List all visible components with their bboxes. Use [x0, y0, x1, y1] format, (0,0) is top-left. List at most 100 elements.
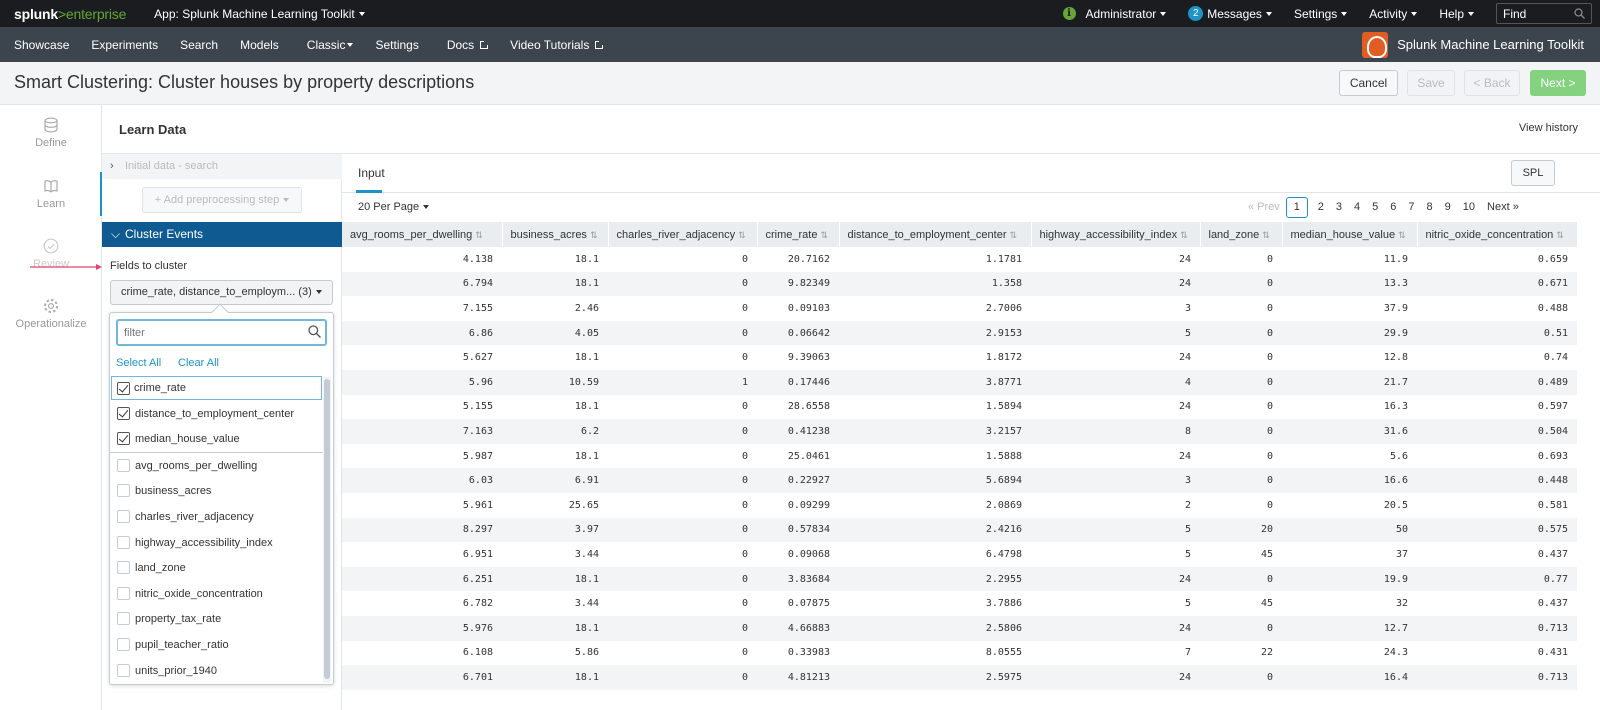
- field-option[interactable]: charles_river_adjacency: [112, 505, 322, 529]
- table-cell: 0: [741, 401, 748, 413]
- checkbox-unchecked[interactable]: [117, 535, 130, 549]
- prev-page-button[interactable]: « Prev: [1248, 201, 1280, 213]
- initial-data-search-row[interactable]: › Initial data - search: [102, 154, 342, 179]
- sort-icon: ⇅: [1398, 229, 1406, 240]
- checkbox-checked[interactable]: [117, 406, 130, 420]
- fields-to-cluster-select[interactable]: crime_rate, distance_to_employm... (3): [110, 280, 333, 305]
- page-button[interactable]: 8: [1426, 201, 1433, 213]
- field-option[interactable]: nitric_oxide_concentration: [112, 582, 322, 606]
- table-row: 6.951 3.44 0 0.09068 6.4798 5 45 37 0.437: [342, 542, 1577, 567]
- column-header[interactable]: distance_to_employment_center ⇅: [839, 222, 1032, 247]
- page-button[interactable]: 3: [1335, 201, 1343, 213]
- table-cell: 0: [741, 302, 748, 314]
- admin-menu[interactable]: i Administrator: [1062, 7, 1167, 21]
- options-scrollbar[interactable]: [323, 377, 331, 683]
- nav-settings[interactable]: Settings: [375, 37, 419, 52]
- field-option[interactable]: crime_rate: [111, 376, 322, 400]
- column-header[interactable]: avg_rooms_per_dwelling ⇅: [342, 222, 503, 247]
- table-cell: 0.17446: [757, 369, 839, 395]
- table-cell: 0.57834: [757, 517, 839, 543]
- app-nav-bar: Showcase Experiments Search Models Class…: [0, 27, 1600, 62]
- nav-docs[interactable]: Docs: [447, 38, 490, 52]
- table-row: 6.108 5.86 0 0.33983 8.0555 7 22 24.3 0.431: [342, 641, 1577, 666]
- field-option[interactable]: distance_to_employment_center: [112, 402, 322, 426]
- step-define[interactable]: Define: [0, 117, 102, 149]
- field-option[interactable]: property_tax_rate: [112, 607, 322, 631]
- page-button[interactable]: 7: [1408, 201, 1415, 213]
- messages-menu[interactable]: 2 Messages: [1188, 6, 1272, 21]
- field-option[interactable]: avg_rooms_per_dwelling: [112, 454, 322, 478]
- tab-input[interactable]: Input: [358, 166, 385, 180]
- page-button[interactable]: 5: [1372, 201, 1379, 213]
- step-operationalize[interactable]: Operationalize: [0, 298, 102, 330]
- nav-video-tutorials[interactable]: Video Tutorials: [510, 38, 605, 52]
- nav-models[interactable]: Models: [240, 37, 279, 52]
- field-option[interactable]: highway_accessibility_index: [112, 531, 322, 555]
- field-option[interactable]: median_house_value: [112, 427, 322, 451]
- nav-showcase[interactable]: Showcase: [14, 37, 70, 52]
- table-row: 5.976 18.1 0 4.66883 2.5806 24 0 12.7 0.713: [342, 615, 1577, 641]
- clear-all-link[interactable]: Clear All: [178, 357, 219, 369]
- back-button[interactable]: < Back: [1464, 70, 1520, 96]
- column-header[interactable]: nitric_oxide_concentration ⇅: [1417, 222, 1578, 247]
- column-header[interactable]: median_house_value ⇅: [1282, 222, 1418, 247]
- data-panel: Input SPL 20 Per Page « Prev 1 2 3 4 5 6 7 8 9 10…: [342, 154, 1600, 710]
- help-menu[interactable]: Help: [1439, 7, 1474, 21]
- field-option[interactable]: business_acres: [112, 479, 322, 503]
- table-cell: 2.5806: [839, 615, 1031, 641]
- page-button[interactable]: 9: [1444, 201, 1451, 213]
- filter-input[interactable]: [116, 319, 327, 346]
- nav-search[interactable]: Search: [180, 37, 219, 52]
- table-cell: 45: [1260, 548, 1273, 560]
- checkbox-unchecked[interactable]: [117, 663, 130, 677]
- next-page-button[interactable]: Next »: [1487, 201, 1519, 213]
- scrollbar-thumb[interactable]: [324, 379, 330, 679]
- column-header[interactable]: highway_accessibility_index ⇅: [1031, 222, 1201, 247]
- page-button[interactable]: 1: [1285, 197, 1308, 218]
- nav-experiments[interactable]: Experiments: [91, 37, 159, 52]
- chevron-down-icon: [347, 42, 354, 47]
- cluster-events-header[interactable]: ⌵ Cluster Events: [102, 222, 342, 247]
- table-cell: 5.155: [462, 401, 493, 413]
- checkbox-unchecked[interactable]: [117, 484, 130, 498]
- splunk-logo[interactable]: splunk>enterprise: [14, 5, 127, 22]
- learn-data-header: Learn Data View history: [102, 105, 1600, 154]
- column-header[interactable]: business_acres ⇅: [502, 222, 609, 247]
- app-menu[interactable]: App: Splunk Machine Learning Toolkit: [154, 7, 365, 21]
- field-option[interactable]: units_prior_1940: [112, 659, 322, 683]
- field-option[interactable]: land_zone: [112, 556, 322, 580]
- select-all-link[interactable]: Select All: [116, 357, 162, 369]
- spl-button[interactable]: SPL: [1511, 160, 1555, 186]
- next-button[interactable]: Next >: [1530, 70, 1586, 96]
- table-cell: 1.8172: [985, 352, 1022, 364]
- page-button[interactable]: 10: [1462, 201, 1476, 213]
- checkbox-checked[interactable]: [117, 432, 130, 446]
- checkbox-unchecked[interactable]: [117, 586, 130, 600]
- per-page-select[interactable]: 20 Per Page: [358, 201, 430, 213]
- add-preprocessing-step-button[interactable]: + Add preprocessing step: [142, 187, 302, 213]
- table-cell: 3: [1031, 468, 1200, 493]
- find-input[interactable]: Find: [1496, 3, 1592, 24]
- page-button[interactable]: 2: [1317, 201, 1324, 213]
- table-cell: 0.488: [1537, 302, 1568, 314]
- save-button[interactable]: Save: [1407, 70, 1455, 96]
- checkbox-unchecked[interactable]: [117, 561, 130, 575]
- checkbox-checked[interactable]: [117, 382, 130, 395]
- activity-menu[interactable]: Activity: [1369, 7, 1418, 21]
- checkbox-unchecked[interactable]: [117, 458, 130, 472]
- nav-classic[interactable]: Classic: [307, 38, 354, 52]
- column-header[interactable]: crime_rate ⇅: [757, 222, 840, 247]
- step-learn[interactable]: Learn: [0, 178, 102, 210]
- checkbox-unchecked[interactable]: [117, 612, 130, 626]
- table-cell: 10.59: [502, 369, 608, 395]
- checkbox-unchecked[interactable]: [117, 638, 130, 651]
- settings-menu[interactable]: Settings: [1294, 7, 1348, 21]
- cancel-button[interactable]: Cancel: [1339, 70, 1398, 96]
- page-button[interactable]: 4: [1354, 201, 1361, 213]
- field-option[interactable]: pupil_teacher_ratio: [112, 633, 322, 657]
- view-history-link[interactable]: View history: [1518, 122, 1578, 134]
- checkbox-unchecked[interactable]: [117, 510, 130, 523]
- column-header[interactable]: land_zone ⇅: [1200, 222, 1283, 247]
- page-button[interactable]: 6: [1390, 201, 1397, 213]
- column-header[interactable]: charles_river_adjacency ⇅: [608, 222, 758, 247]
